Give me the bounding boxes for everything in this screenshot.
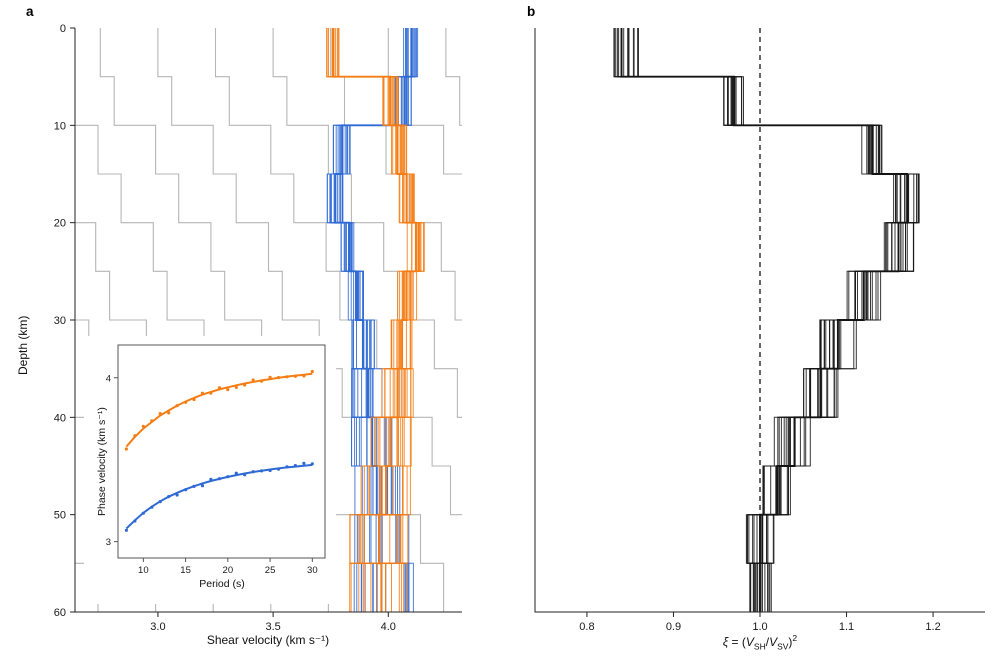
svg-text:3.5: 3.5 — [265, 621, 280, 633]
svg-text:10: 10 — [54, 120, 66, 132]
svg-text:0: 0 — [60, 23, 66, 35]
svg-text:0.8: 0.8 — [579, 621, 594, 633]
svg-text:1.1: 1.1 — [839, 621, 854, 633]
svg-text:1.0: 1.0 — [752, 621, 767, 633]
inset-xaxis-title: Period (s) — [199, 578, 245, 590]
panel-b-axes: 0.8 0.9 1.0 1.1 1.2 — [534, 28, 985, 633]
svg-text:20: 20 — [223, 565, 234, 576]
svg-text:40: 40 — [54, 412, 66, 424]
panel-a-vsh-ensemble — [326, 28, 425, 612]
svg-text:30: 30 — [54, 315, 66, 327]
panel-b-xi-ensemble — [613, 28, 920, 612]
xi-symbol: ξ — [722, 635, 729, 649]
svg-text:1.2: 1.2 — [925, 621, 940, 633]
panel-b-xaxis-title: ξ = (VSH/VSV)2 — [722, 633, 798, 652]
svg-text:4: 4 — [106, 373, 111, 384]
svg-text:30: 30 — [307, 565, 318, 576]
inset-love-curve — [124, 369, 314, 451]
svg-text:25: 25 — [265, 565, 276, 576]
inset-rayleigh-curve — [124, 461, 314, 532]
panel-a-inset: 3 4 10 15 20 25 30 — [84, 336, 336, 604]
inset-yaxis-title: Phase velocity (km s⁻¹) — [96, 407, 108, 516]
svg-text:15: 15 — [180, 565, 191, 576]
panel-a-label: a — [26, 4, 34, 19]
svg-text:20: 20 — [54, 218, 66, 230]
svg-text:50: 50 — [54, 510, 66, 522]
panel-a-xaxis-title: Shear velocity (km s⁻¹) — [206, 633, 330, 647]
svg-text:60: 60 — [54, 607, 66, 619]
svg-text:3: 3 — [106, 537, 111, 548]
svg-text:10: 10 — [138, 565, 149, 576]
svg-text:3.0: 3.0 — [150, 621, 165, 633]
panel-a-axes: 0 10 20 30 40 50 60 3.0 3.5 4.0 — [54, 23, 462, 633]
svg-text:0.9: 0.9 — [666, 621, 681, 633]
svg-text:4.0: 4.0 — [381, 621, 396, 633]
panel-b-label: b — [527, 4, 536, 19]
panel-a-yaxis-title: Depth (km) — [16, 315, 30, 375]
